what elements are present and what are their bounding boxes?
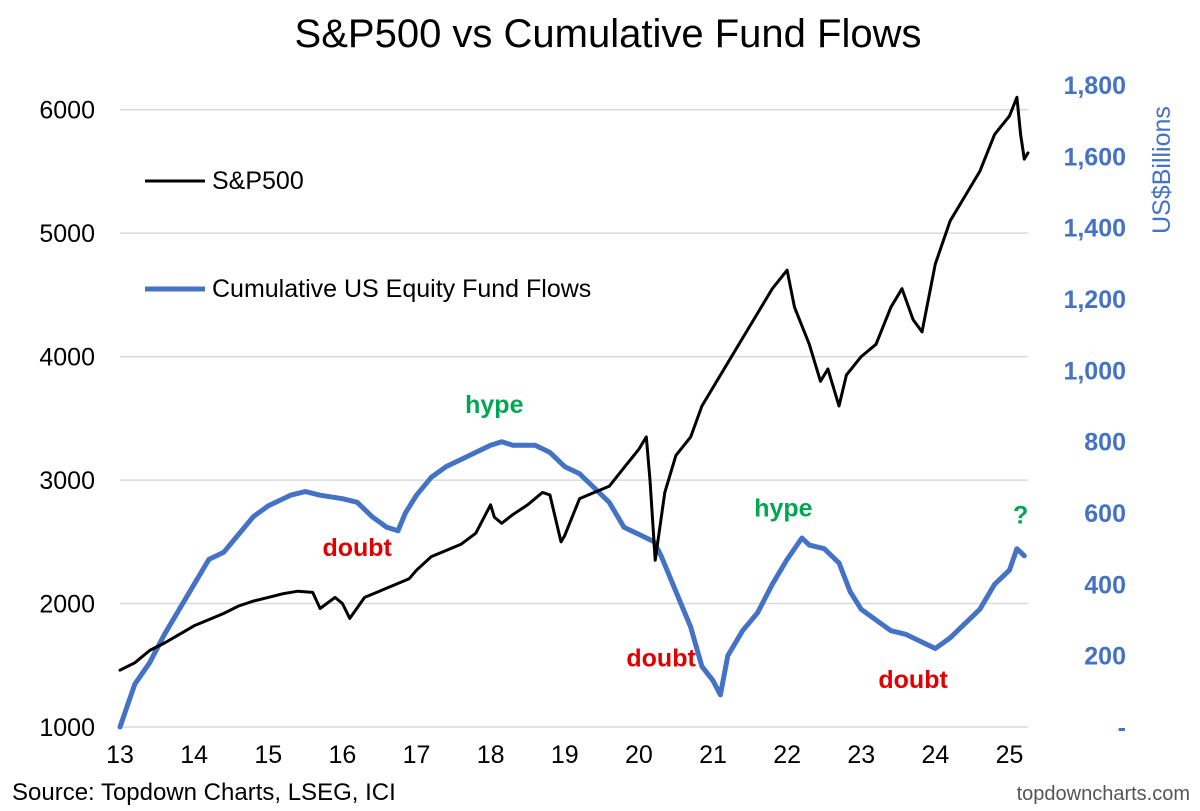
- right-tick-label: 1,000: [1063, 357, 1126, 385]
- x-tick-label: 13: [106, 741, 134, 769]
- right-axis-label: US$Billions: [1148, 106, 1176, 234]
- website-credit: topdowncharts.com: [1017, 783, 1190, 805]
- left-tick-label: 1000: [39, 714, 95, 742]
- annotation-label: hype: [754, 495, 812, 523]
- left-axis: 1000 2000 3000 4000 5000 6000: [39, 97, 95, 742]
- source-note: Source: Topdown Charts, LSEG, ICI: [12, 779, 396, 806]
- x-tick-label: 18: [477, 741, 505, 769]
- x-tick-label: 19: [551, 741, 579, 769]
- x-tick-label: 23: [847, 741, 875, 769]
- fund-flows-line: [117, 439, 1027, 730]
- right-tick-label: 1,200: [1063, 286, 1126, 314]
- left-tick-label: 3000: [39, 467, 95, 495]
- left-tick-label: 2000: [39, 591, 95, 619]
- x-tick-label: 21: [699, 741, 727, 769]
- x-tick-label: 15: [254, 741, 282, 769]
- right-tick-label: 1,800: [1063, 72, 1126, 100]
- left-tick-label: 4000: [39, 344, 95, 372]
- right-tick-label: 600: [1084, 500, 1126, 528]
- x-tick-label: 17: [403, 741, 431, 769]
- annotation-label: doubt: [878, 666, 948, 694]
- series: [117, 95, 1030, 730]
- left-tick-label: 5000: [39, 220, 95, 248]
- x-tick-label: 16: [328, 741, 356, 769]
- x-tick-label: 24: [921, 741, 949, 769]
- right-axis: - 200 400 600 800 1,000 1,200 1,400 1,600 1,800: [1063, 72, 1126, 742]
- x-axis: 13 14 15 16 17 18 19 20 21 22 23 24 25: [106, 741, 1023, 769]
- x-tick-label: 14: [180, 741, 208, 769]
- annotations: hype doubt doubt hype doubt?: [322, 391, 1028, 694]
- right-tick-label: 1,400: [1063, 215, 1126, 243]
- gridlines: [120, 108, 1028, 728]
- annotation-label: doubt: [322, 534, 392, 562]
- x-tick-label: 22: [773, 741, 801, 769]
- legend-label: S&P500: [212, 167, 304, 195]
- sp500-line: [118, 95, 1030, 672]
- right-tick-label: 800: [1084, 429, 1126, 457]
- right-tick-label: 1,600: [1063, 143, 1126, 171]
- legend: S&P500 Cumulative US Equity Fund Flows: [145, 167, 591, 303]
- right-tick-label: 200: [1084, 643, 1126, 671]
- right-tick-label: 400: [1084, 571, 1126, 599]
- legend-label: Cumulative US Equity Fund Flows: [212, 275, 591, 303]
- annotation-label: ?: [1013, 502, 1028, 530]
- x-tick-label: 25: [996, 741, 1024, 769]
- annotation-label: doubt: [626, 644, 696, 672]
- annotation-label: hype: [465, 391, 523, 419]
- left-tick-label: 6000: [39, 97, 95, 125]
- chart-title: S&P500 vs Cumulative Fund Flows: [295, 12, 922, 56]
- right-tick-label: -: [1118, 714, 1126, 742]
- x-tick-label: 20: [625, 741, 653, 769]
